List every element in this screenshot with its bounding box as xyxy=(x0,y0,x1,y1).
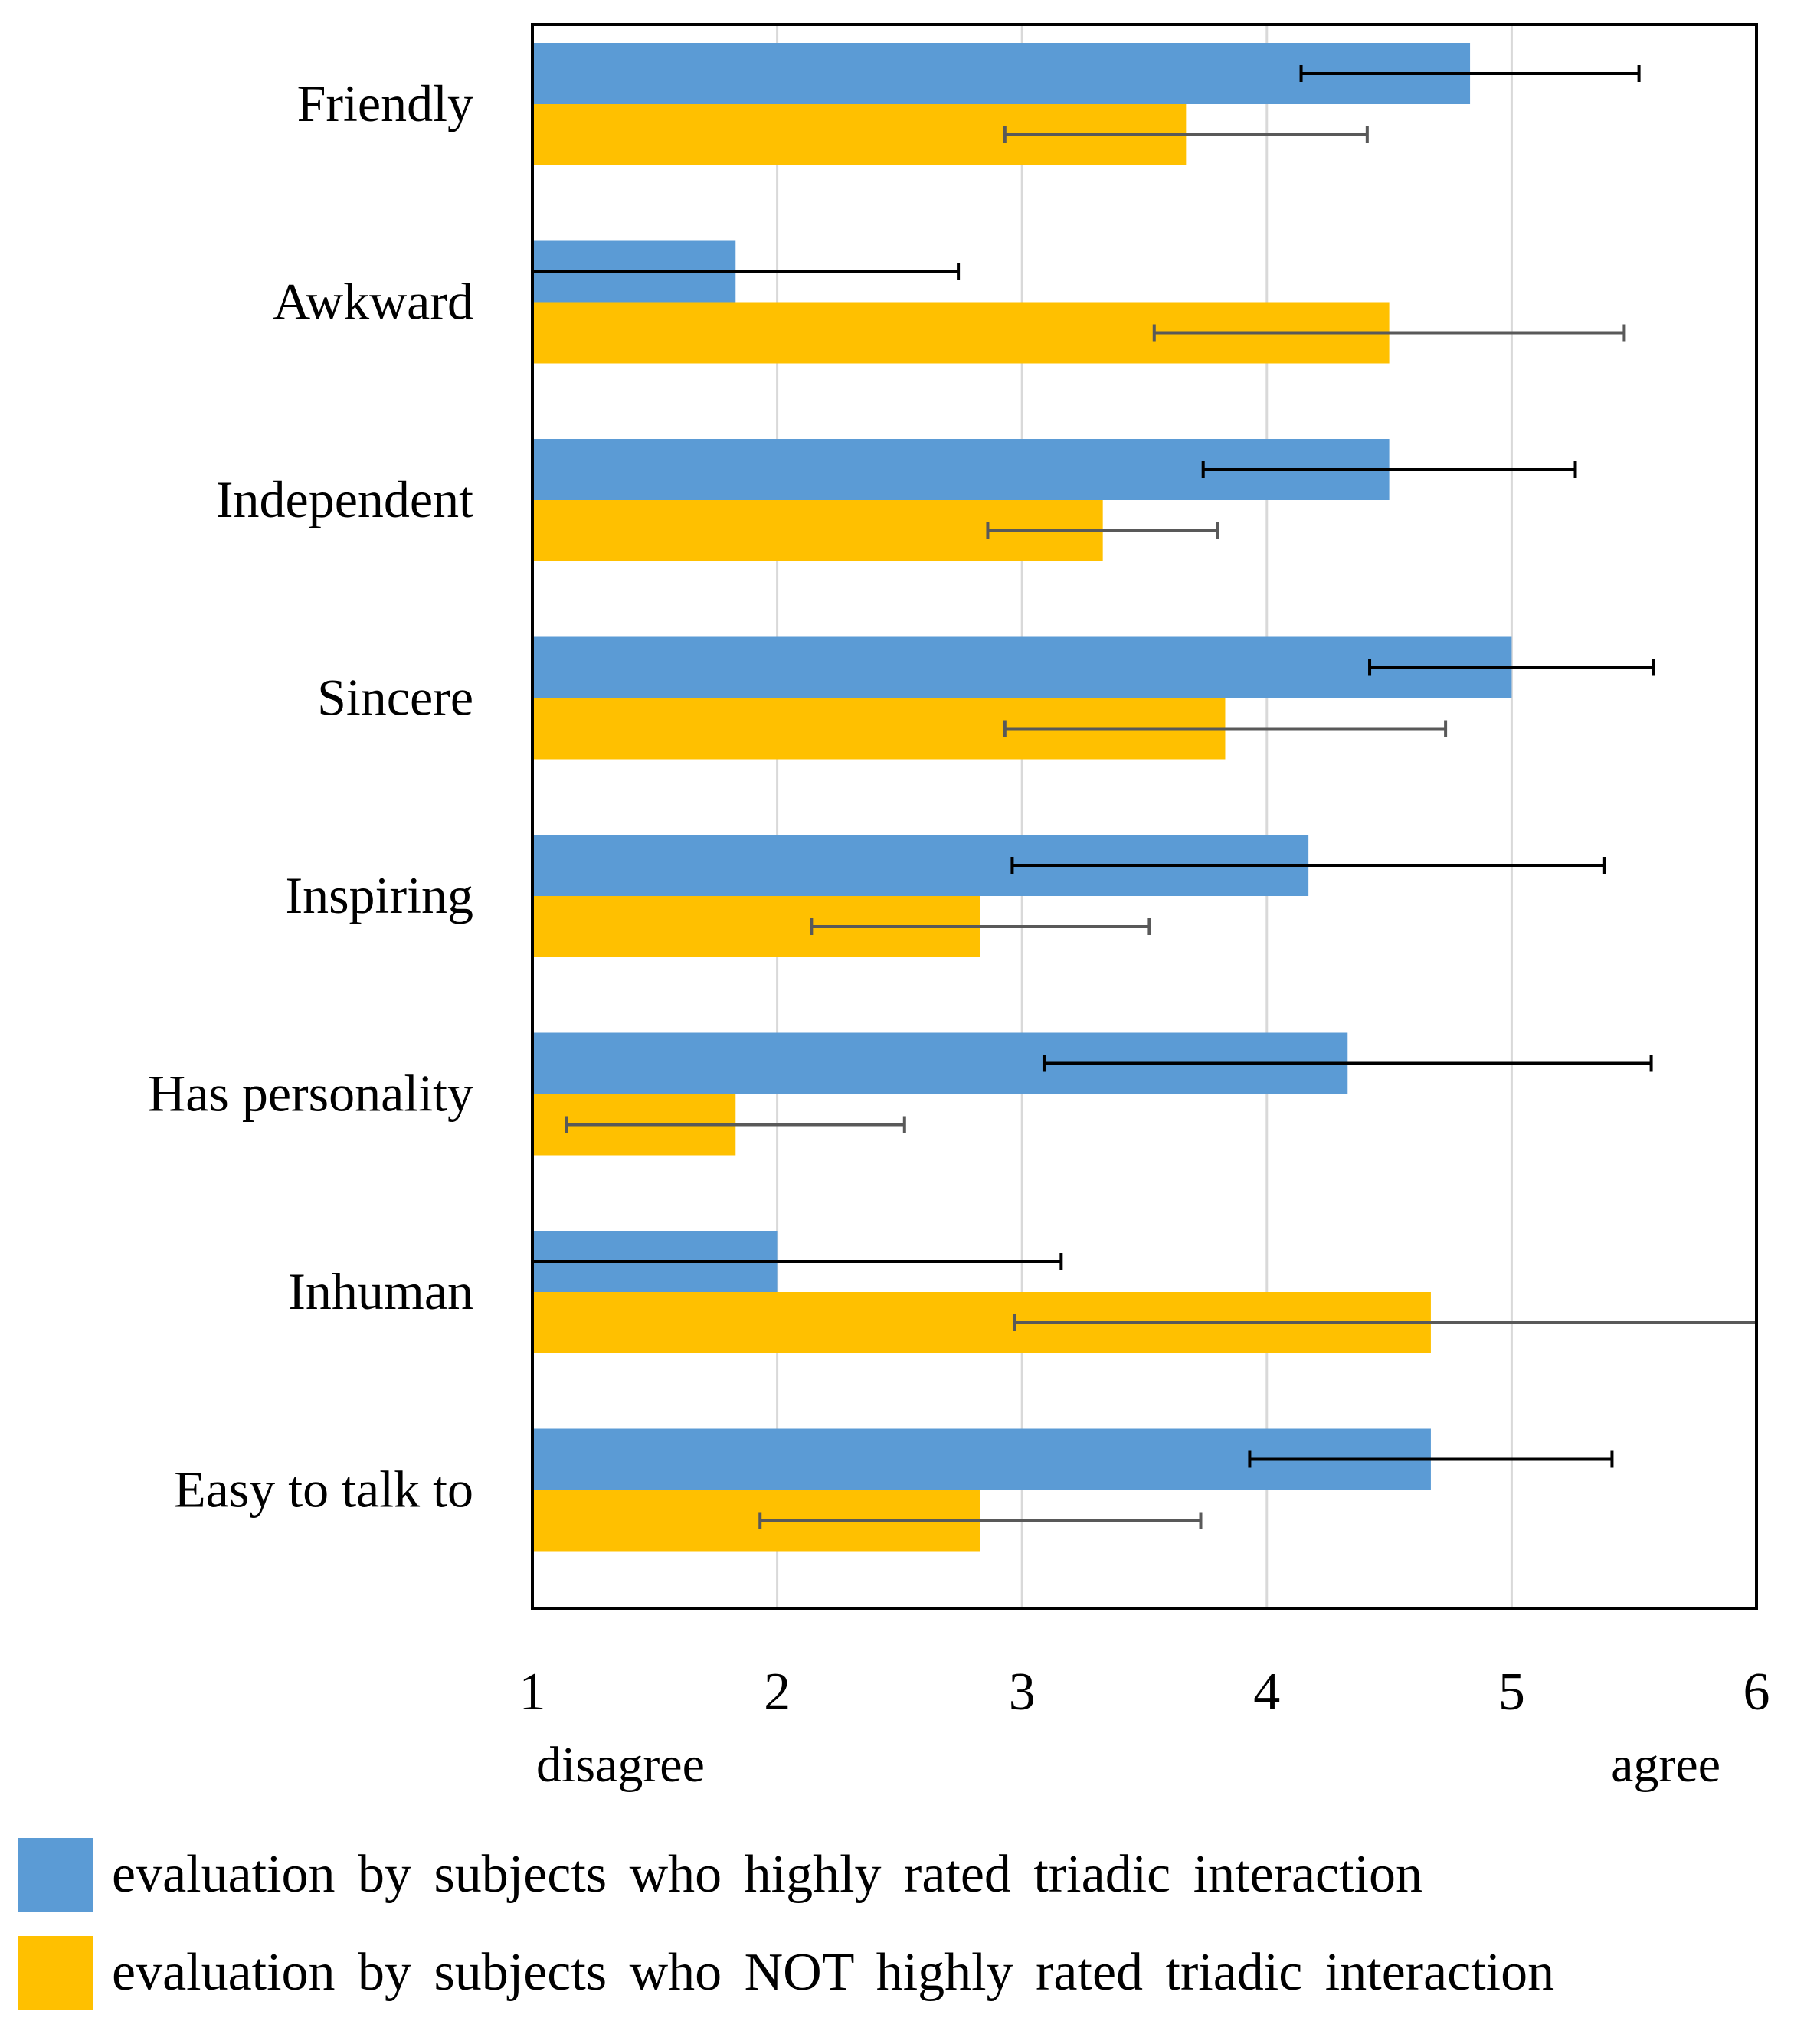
error-bars xyxy=(532,65,1756,1529)
x-tick-labels: 1 2 3 4 5 6 xyxy=(519,1663,1770,1722)
category-label-inspiring: Inspiring xyxy=(285,866,473,924)
error-bar-has-personality-series-2 xyxy=(565,1116,906,1133)
category-label-awkward: Awkward xyxy=(273,273,473,331)
x-tick-label-2: 2 xyxy=(764,1663,791,1722)
category-label-sincere: Sincere xyxy=(317,669,473,727)
error-bar-sincere-series-2 xyxy=(1003,720,1448,737)
legend-item-series-1: evaluation by subjects who highly rated … xyxy=(18,1836,1780,1913)
error-bar-inspiring-series-1 xyxy=(1010,857,1606,874)
x-tick-label-6: 6 xyxy=(1743,1663,1770,1722)
error-bar-easy-to-talk-to-series-1 xyxy=(1248,1450,1614,1468)
category-label-independent: Independent xyxy=(216,470,473,528)
x-label-agree: agree xyxy=(1611,1737,1720,1793)
error-bar-easy-to-talk-to-series-2 xyxy=(758,1512,1203,1529)
legend-swatch-series-1 xyxy=(18,1838,93,1912)
category-label-easy-to-talk-to: Easy to talk to xyxy=(174,1460,473,1519)
error-bar-inhuman-series-1 xyxy=(532,1253,1063,1270)
error-bar-friendly-series-2 xyxy=(1003,126,1369,143)
error-bar-awkward-series-2 xyxy=(1152,324,1626,342)
x-tick-label-4: 4 xyxy=(1253,1663,1280,1722)
error-bar-has-personality-series-1 xyxy=(1042,1055,1653,1072)
error-bar-inspiring-series-2 xyxy=(810,918,1151,935)
category-label-friendly: Friendly xyxy=(297,74,473,132)
category-label-inhuman: Inhuman xyxy=(288,1262,473,1320)
category-label-has-personality: Has personality xyxy=(148,1065,473,1123)
error-bar-independent-series-2 xyxy=(986,522,1219,539)
error-bar-inhuman-series-2 xyxy=(1013,1314,1756,1331)
legend-swatch-series-2 xyxy=(18,1936,93,2010)
category-labels: Friendly Awkward Independent Sincere Inspiri… xyxy=(148,74,473,1519)
x-tick-label-1: 1 xyxy=(519,1663,546,1722)
bar-sincere-series-1 xyxy=(532,636,1512,698)
error-bar-awkward-series-1 xyxy=(532,263,961,280)
legend-item-series-2: evaluation by subjects who NOT highly ra… xyxy=(18,1934,1780,2011)
plot-frame xyxy=(531,23,1758,1610)
error-bar-friendly-series-1 xyxy=(1299,65,1641,82)
legend-label-series-2: evaluation by subjects who NOT highly ra… xyxy=(112,1943,1555,2002)
error-bar-independent-series-1 xyxy=(1201,461,1577,478)
error-bar-sincere-series-1 xyxy=(1368,659,1655,676)
gridlines xyxy=(776,25,1513,1608)
x-tick-label-3: 3 xyxy=(1009,1663,1036,1722)
x-label-disagree: disagree xyxy=(536,1737,705,1793)
x-tick-label-5: 5 xyxy=(1498,1663,1525,1722)
legend-label-series-1: evaluation by subjects who highly rated … xyxy=(112,1845,1423,1904)
